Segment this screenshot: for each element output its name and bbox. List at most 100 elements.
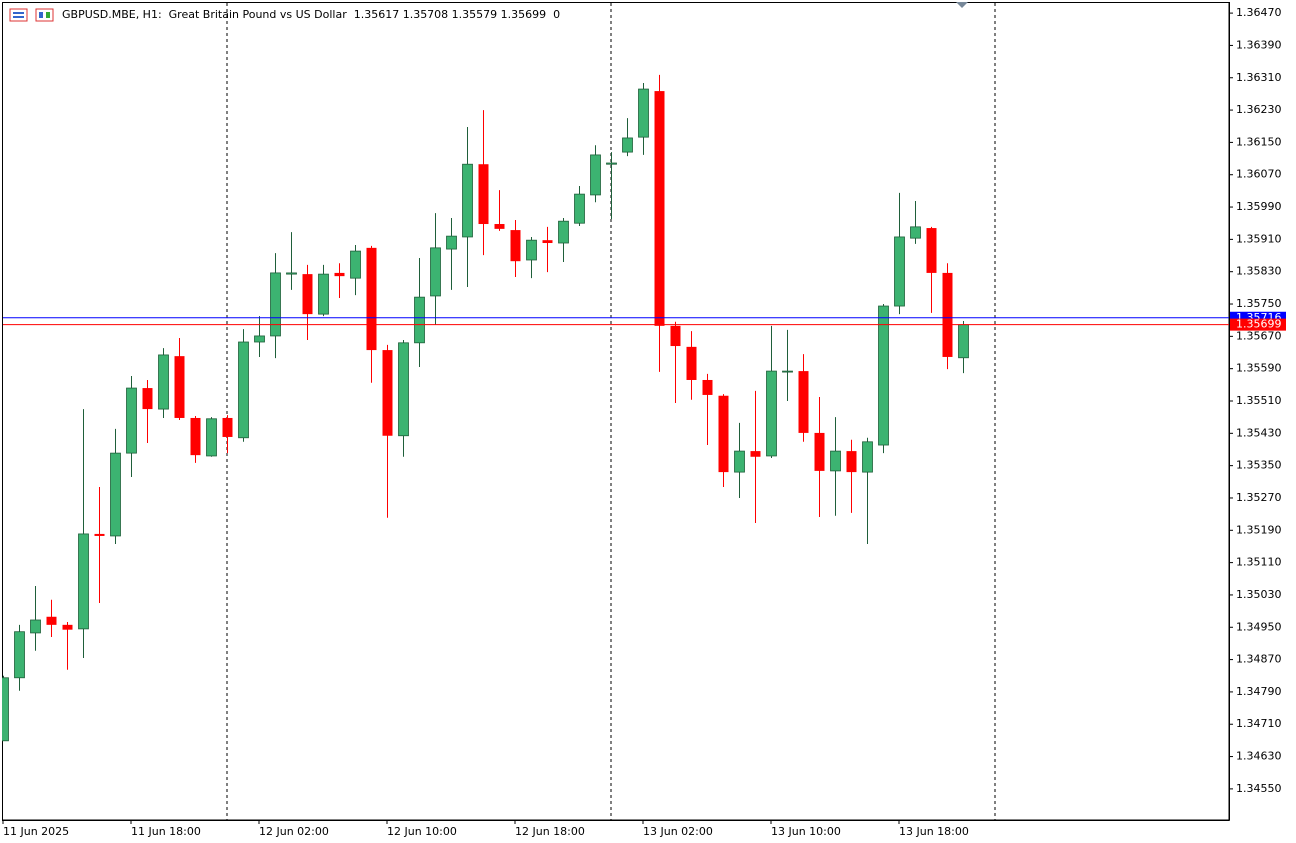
- candle-body: [638, 88, 649, 138]
- symbol-icons: [9, 8, 54, 22]
- y-tick-label: 1.35990: [1236, 200, 1282, 213]
- price-label: 1.35699: [1236, 318, 1282, 331]
- icon: [39, 12, 43, 18]
- candle-body: [334, 272, 345, 277]
- x-tick-label: 13 Jun 18:00: [899, 825, 969, 838]
- y-tick-label: 1.35430: [1236, 426, 1282, 439]
- icon: [9, 8, 28, 22]
- candle-body: [766, 370, 777, 457]
- candle-body: [702, 379, 713, 395]
- candle-body: [94, 533, 105, 536]
- candle-body: [142, 388, 153, 410]
- candle-body: [494, 224, 505, 229]
- y-tick-label: 1.34870: [1236, 653, 1282, 666]
- candle-body: [574, 193, 585, 224]
- candle-body: [430, 247, 441, 297]
- y-tick-label: 1.35190: [1236, 523, 1282, 536]
- candle-body: [526, 239, 537, 261]
- candle-body: [814, 432, 825, 471]
- y-tick-label: 1.36150: [1236, 135, 1282, 148]
- y-tick-label: 1.35510: [1236, 394, 1282, 407]
- candle-body: [718, 395, 729, 473]
- candle-body: [302, 274, 313, 315]
- candle-body: [62, 624, 73, 630]
- candle-body: [894, 236, 905, 307]
- candle-body: [382, 350, 393, 436]
- icon: [13, 16, 24, 18]
- candle-body: [878, 305, 889, 446]
- candle-body: [734, 450, 745, 473]
- candle-body: [318, 273, 329, 315]
- y-tick-label: 1.35350: [1236, 459, 1282, 472]
- y-tick-label: 1.35110: [1236, 556, 1282, 569]
- x-tick-label: 12 Jun 18:00: [515, 825, 585, 838]
- candle-body: [590, 154, 601, 196]
- candle-body: [654, 91, 665, 326]
- candle-body: [78, 533, 89, 630]
- candle-body: [126, 387, 137, 454]
- y-tick-label: 1.36230: [1236, 103, 1282, 116]
- y-tick-label: 1.36070: [1236, 168, 1282, 181]
- candle-body: [398, 342, 409, 437]
- candle-body: [798, 371, 809, 433]
- candle-body: [926, 228, 937, 273]
- y-tick-label: 1.35030: [1236, 588, 1282, 601]
- candle-body: [366, 247, 377, 351]
- candle-body: [350, 250, 361, 279]
- candle-body: [110, 452, 121, 537]
- candle-body: [446, 235, 457, 250]
- candle-body: [910, 226, 921, 239]
- candle-body: [558, 220, 569, 244]
- x-tick-label: 13 Jun 02:00: [643, 825, 713, 838]
- candle-body: [958, 324, 969, 359]
- candle-body: [270, 272, 281, 337]
- x-tick-label: 11 Jun 18:00: [131, 825, 201, 838]
- icon: [46, 12, 50, 18]
- candle-body: [462, 163, 473, 238]
- candle-body: [46, 616, 57, 625]
- candle-body: [862, 441, 873, 473]
- y-tick-label: 1.35910: [1236, 232, 1282, 245]
- y-tick-label: 1.34790: [1236, 685, 1282, 698]
- y-tick-label: 1.35750: [1236, 297, 1282, 310]
- candle-body: [478, 164, 489, 225]
- y-tick-label: 1.34710: [1236, 717, 1282, 730]
- candle-body: [622, 137, 633, 153]
- chart-title: GBPUSD.MBE, H1: Great Britain Pound vs U…: [62, 8, 560, 21]
- candle-body: [414, 296, 425, 344]
- candle-body: [846, 451, 857, 473]
- candle-body: [542, 240, 553, 244]
- y-tick-label: 1.35270: [1236, 491, 1282, 504]
- candle-body: [206, 418, 217, 457]
- candle-body: [158, 354, 169, 410]
- y-tick-label: 1.35830: [1236, 265, 1282, 278]
- x-tick-label: 13 Jun 10:00: [771, 825, 841, 838]
- y-tick-label: 1.34950: [1236, 620, 1282, 633]
- x-tick-label: 12 Jun 02:00: [259, 825, 329, 838]
- icon: [35, 8, 54, 22]
- candle-body: [942, 272, 953, 357]
- candle-body: [190, 417, 201, 456]
- y-tick-label: 1.35670: [1236, 329, 1282, 342]
- y-tick-label: 1.36390: [1236, 38, 1282, 51]
- candle-body: [2, 677, 9, 742]
- day-separators: [226, 3, 996, 820]
- candle-body: [174, 356, 185, 418]
- candle-body: [686, 346, 697, 380]
- price-label-bg: [1230, 318, 1286, 331]
- y-tick-label: 1.34550: [1236, 782, 1282, 795]
- candle-body: [30, 619, 41, 634]
- candle-body: [222, 417, 233, 437]
- candle-body: [670, 325, 681, 347]
- candle-body: [254, 335, 265, 343]
- y-tick-label: 1.36470: [1236, 6, 1282, 19]
- candle-body: [14, 631, 25, 679]
- candle-body: [750, 451, 761, 457]
- icon: [13, 12, 24, 14]
- candles: [2, 74, 969, 742]
- x-tick-label: 12 Jun 10:00: [387, 825, 457, 838]
- shift-marker: [956, 2, 968, 8]
- plot-frame: [2, 2, 1230, 821]
